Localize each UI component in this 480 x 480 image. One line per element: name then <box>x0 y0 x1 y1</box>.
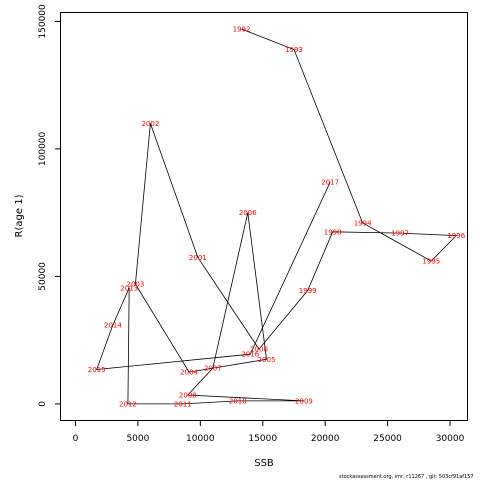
point-label-2000: 2000 <box>250 346 268 354</box>
x-tick-label: 20000 <box>311 434 340 444</box>
point-label-2017: 2017 <box>321 179 339 187</box>
point-label-2006: 2006 <box>239 209 257 217</box>
point-label-1994: 1994 <box>354 219 372 227</box>
point-label-1997: 1997 <box>391 230 409 238</box>
point-label-1992: 1992 <box>233 26 251 34</box>
point-label-2011: 2011 <box>174 400 192 408</box>
x-tick-label: 5000 <box>126 434 149 444</box>
point-label-2015: 2015 <box>88 366 106 374</box>
point-labels: 1992 1993 1994 1995 1996 1997 1998 1999 2000 2001… <box>88 26 466 409</box>
y-tick-label: 50000 <box>38 262 48 291</box>
point-label-1999: 1999 <box>299 287 317 295</box>
footer-note: stockassessment.org, imr, r11267 , git: … <box>339 474 474 480</box>
x-axis: 0 5000 10000 15000 20000 25000 30000 <box>73 420 465 444</box>
y-tick-label: 0 <box>38 401 48 407</box>
point-label-1993: 1993 <box>285 46 303 54</box>
point-label-1995: 1995 <box>422 258 440 266</box>
point-label-2010: 2010 <box>229 397 247 405</box>
x-tick-label: 10000 <box>186 434 215 444</box>
point-label-2005: 2005 <box>258 356 276 364</box>
point-label-2008: 2008 <box>179 392 197 400</box>
y-axis: 0 50000 100000 150000 <box>38 4 61 407</box>
point-label-1998: 1998 <box>324 228 342 236</box>
x-axis-title: SSB <box>254 458 274 469</box>
x-tick-label: 0 <box>73 434 79 444</box>
point-label-2009: 2009 <box>295 397 313 405</box>
point-label-2001: 2001 <box>189 254 207 262</box>
x-tick-label: 15000 <box>248 434 277 444</box>
point-label-2002: 2002 <box>141 120 159 128</box>
point-label-2007: 2007 <box>204 365 222 373</box>
x-tick-label: 25000 <box>373 434 402 444</box>
point-label-2012: 2012 <box>119 400 137 408</box>
point-label-1996: 1996 <box>447 232 465 240</box>
point-label-2014: 2014 <box>104 321 122 329</box>
y-tick-label: 100000 <box>38 131 48 166</box>
point-label-2003: 2003 <box>126 281 144 289</box>
y-tick-label: 150000 <box>38 4 48 39</box>
point-label-2016: 2016 <box>241 351 259 359</box>
y-axis-title: R(age 1) <box>14 194 25 237</box>
point-label-2004: 2004 <box>180 369 198 377</box>
x-tick-label: 30000 <box>436 434 465 444</box>
series-line <box>96 28 458 405</box>
point-label-2013: 2013 <box>120 284 138 292</box>
